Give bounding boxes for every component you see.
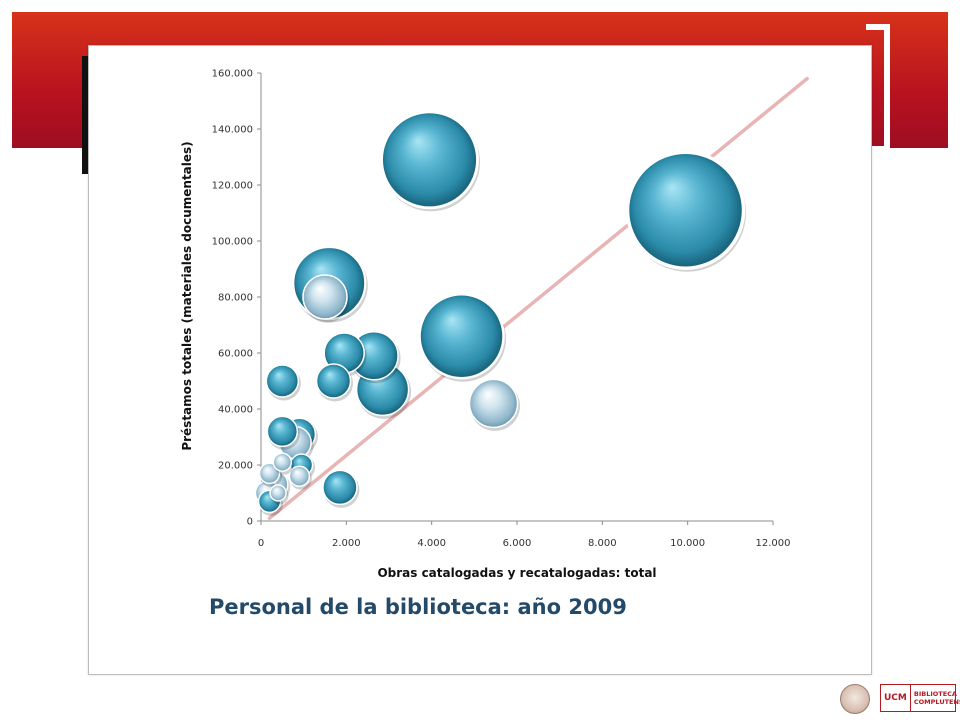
y-tick-label: 100.000: [212, 237, 253, 248]
chart-panel: 0 20.000 40.000 60.000 80.000 100.000 120.000 1…: [88, 45, 872, 675]
y-tick-label: 140.000: [212, 125, 253, 136]
ucm-library-logo: UCM BIBLIOTECA COMPLUTENSE: [880, 684, 960, 712]
bubble-point: [302, 274, 348, 320]
x-tick-label: 12.000: [756, 538, 791, 549]
y-axis-title: Préstamos totales (materiales documental…: [180, 141, 194, 450]
slide-subtitle: Personal de la biblioteca: año 2009: [209, 595, 627, 619]
bubble-chart: 0 20.000 40.000 60.000 80.000 100.000 120.000 1…: [180, 69, 809, 580]
x-tick-label: 2.000: [332, 538, 361, 549]
bubble-point: [288, 465, 311, 487]
y-tick-label: 0: [247, 517, 253, 528]
bubble-point: [265, 364, 300, 398]
bubble-point: [258, 462, 281, 485]
x-tick-label: 4.000: [417, 538, 446, 549]
x-tick-label: 0: [258, 538, 264, 549]
y-tick-label: 120.000: [212, 181, 253, 192]
y-tick-label: 80.000: [218, 293, 253, 304]
x-tick-label: 8.000: [588, 538, 617, 549]
bubble-point: [625, 150, 746, 270]
bubble-point: [272, 452, 293, 472]
bubble-point: [380, 110, 479, 210]
university-seal-icon: [840, 684, 870, 714]
bracket-decoration: [866, 24, 890, 152]
trendline: [267, 76, 809, 520]
bubble-point: [266, 415, 299, 448]
bubble-point: [322, 469, 358, 506]
x-tick-label: 6.000: [503, 538, 532, 549]
bubble-point: [315, 363, 352, 399]
y-tick-label: 20.000: [218, 461, 253, 472]
bubble-point: [418, 292, 505, 380]
x-tick-label: 10.000: [670, 538, 705, 549]
y-tick-label: 160.000: [212, 69, 253, 80]
bubble-point: [468, 378, 519, 429]
bubble-point: [269, 484, 287, 502]
y-tick-label: 60.000: [218, 349, 253, 360]
x-axis-title: Obras catalogadas y recatalogadas: total: [377, 566, 656, 580]
y-tick-label: 40.000: [218, 405, 253, 416]
